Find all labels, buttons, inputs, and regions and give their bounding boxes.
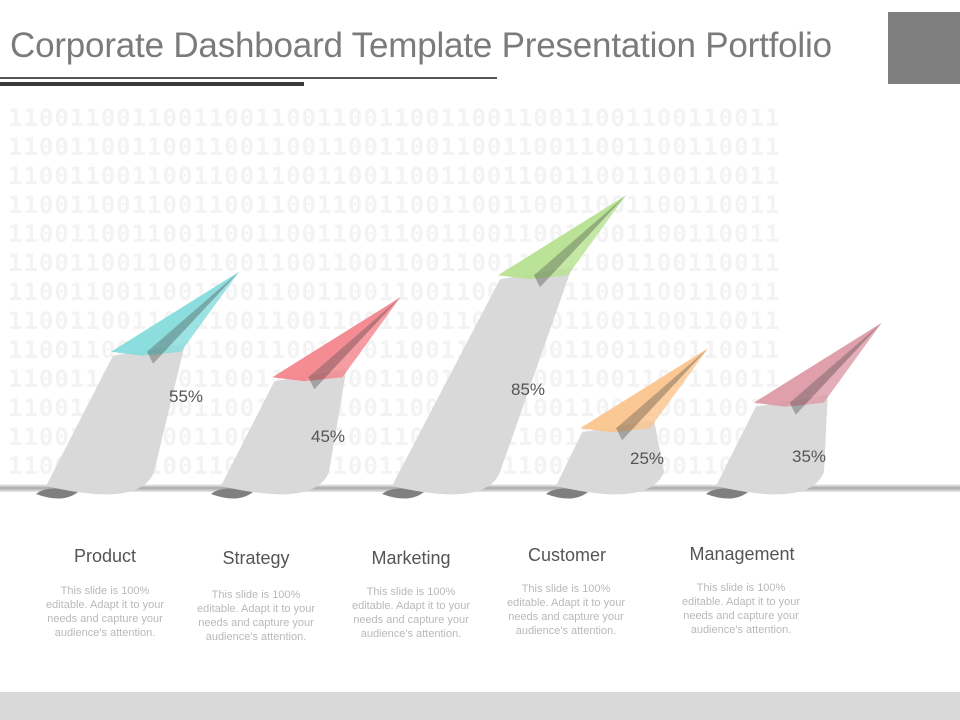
ribbon-product: 55% bbox=[36, 271, 240, 499]
item-label-management: Management bbox=[689, 544, 795, 564]
value-label-product: 55% bbox=[169, 387, 203, 406]
ribbon-curl-marketing bbox=[382, 488, 424, 499]
ribbon-strategy: 45% bbox=[211, 297, 401, 499]
ribbon-bar-marketing bbox=[392, 267, 572, 495]
ribbon-bar-strategy bbox=[221, 369, 347, 495]
ribbon-bar-customer bbox=[556, 420, 664, 495]
item-description-customer: This slide is 100% editable. Adapt it to… bbox=[506, 583, 626, 637]
ribbon-marketing: 85% bbox=[382, 195, 626, 499]
ribbon-curl-product bbox=[36, 488, 78, 499]
value-label-customer: 25% bbox=[630, 449, 664, 468]
item-label-marketing: Marketing bbox=[371, 548, 451, 568]
item-label-customer: Customer bbox=[527, 545, 607, 565]
ribbon-bar-management bbox=[716, 394, 828, 495]
paper-plane-icon bbox=[580, 348, 709, 441]
item-description-product: This slide is 100% editable. Adapt it to… bbox=[45, 585, 165, 639]
ribbon-curl-customer bbox=[546, 488, 588, 499]
ribbon-chart: 55% 45% 85% 25% 35% bbox=[36, 195, 882, 499]
paper-plane-icon bbox=[272, 297, 401, 390]
ribbon-bar-product bbox=[46, 343, 186, 495]
corner-decoration bbox=[888, 12, 960, 84]
paper-plane-icon bbox=[753, 322, 882, 415]
paper-plane-icon bbox=[111, 271, 240, 364]
value-label-management: 35% bbox=[792, 447, 826, 466]
ribbon-management: 35% bbox=[706, 322, 882, 499]
title-underline-accent bbox=[0, 82, 304, 86]
title-underline bbox=[0, 77, 497, 79]
ribbon-curl-strategy bbox=[211, 488, 253, 499]
item-label-strategy: Strategy bbox=[222, 548, 290, 568]
item-label-product: Product bbox=[73, 546, 137, 566]
page-title: Corporate Dashboard Template Presentatio… bbox=[10, 26, 832, 65]
item-description-marketing: This slide is 100% editable. Adapt it to… bbox=[351, 586, 471, 640]
item-description-strategy: This slide is 100% editable. Adapt it to… bbox=[196, 589, 316, 643]
ribbon-curl-management bbox=[706, 488, 748, 499]
value-label-marketing: 85% bbox=[511, 380, 545, 399]
item-description-management: This slide is 100% editable. Adapt it to… bbox=[681, 582, 801, 636]
ribbon-customer: 25% bbox=[546, 348, 709, 499]
footer-bar bbox=[0, 692, 960, 720]
value-label-strategy: 45% bbox=[311, 427, 345, 446]
paper-plane-icon bbox=[497, 195, 626, 288]
